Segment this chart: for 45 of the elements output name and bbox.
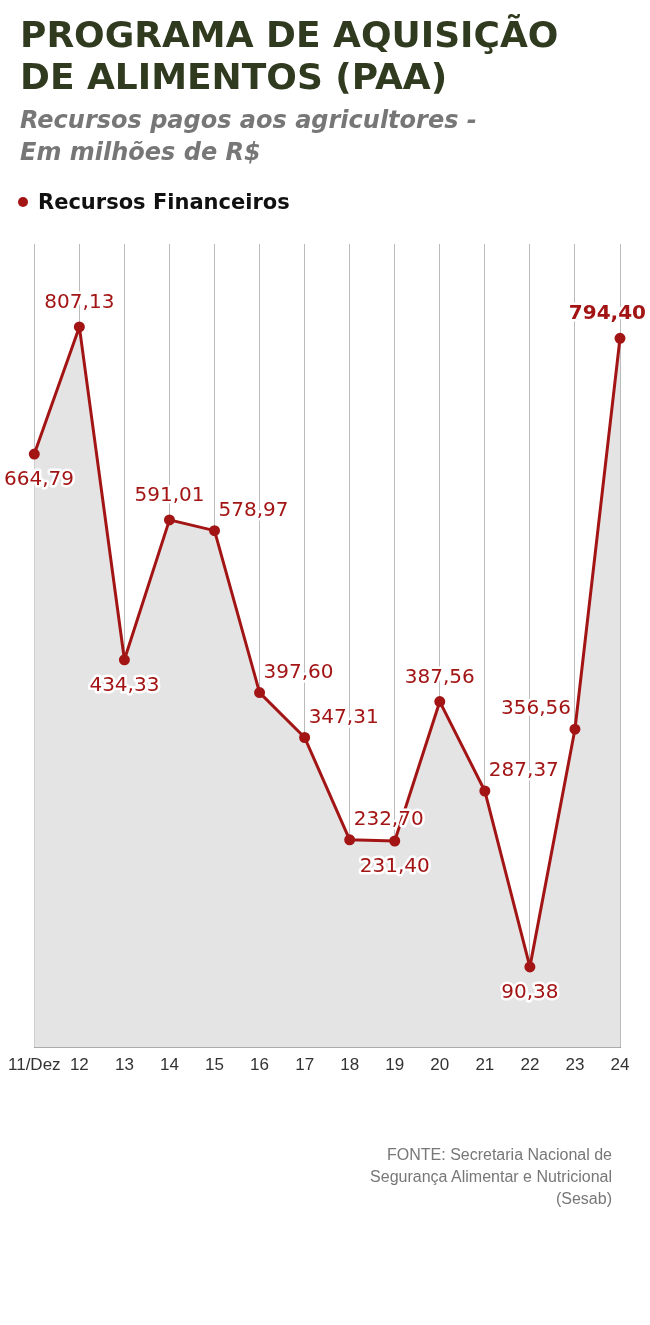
point <box>73 321 85 333</box>
x-tick-label: 18 <box>340 1055 360 1075</box>
data-label: 807,13 <box>44 289 115 314</box>
x-tick-label: 13 <box>114 1055 134 1075</box>
x-tick-label: 19 <box>385 1055 405 1075</box>
data-label: 397,60 <box>263 658 334 683</box>
data-label: 794,40 <box>568 300 646 325</box>
data-label: 287,37 <box>488 757 559 782</box>
data-label: 347,31 <box>308 703 379 728</box>
point <box>344 834 356 846</box>
point <box>28 448 40 460</box>
point <box>524 961 536 973</box>
x-tick-label: 17 <box>295 1055 315 1075</box>
point <box>569 723 581 735</box>
point <box>434 696 446 708</box>
point <box>389 835 401 847</box>
legend-label: Recursos Financeiros <box>38 190 290 214</box>
x-tick-label: 14 <box>160 1055 179 1075</box>
x-tick-label: 20 <box>430 1055 450 1075</box>
source-note: FONTE: Secretaria Nacional de Segurança Alimentar e Nutricional (Sesab) <box>369 1145 612 1209</box>
x-tick-label: 11/Dez <box>8 1055 61 1075</box>
x-tick-label: 15 <box>205 1055 224 1075</box>
chart-title: PROGRAMA DE AQUISIÇÃO DE ALIMENTOS (PAA) <box>20 14 560 98</box>
chart-subtitle: Recursos pagos aos agricultores - Em milhões de R$ <box>20 105 478 168</box>
data-label: 387,56 <box>404 663 475 688</box>
point <box>479 785 491 797</box>
x-tick-label: 23 <box>565 1055 585 1075</box>
point <box>299 731 311 743</box>
data-label: 356,56 <box>500 695 571 720</box>
x-tick-label: 24 <box>610 1055 630 1075</box>
x-tick-label: 12 <box>69 1055 89 1075</box>
data-label: 578,97 <box>218 496 289 521</box>
point <box>614 332 626 344</box>
data-label: 664,79 <box>4 466 74 491</box>
x-tick-label: 16 <box>250 1055 270 1075</box>
x-tick-label: 21 <box>475 1055 495 1075</box>
point <box>209 525 221 537</box>
x-tick-label: 22 <box>520 1055 540 1075</box>
data-label: 591,01 <box>134 482 205 507</box>
data-label: 90,38 <box>501 979 559 1004</box>
data-label: 434,33 <box>89 671 160 696</box>
point <box>163 514 175 526</box>
point <box>254 687 266 699</box>
point <box>118 654 130 666</box>
data-label: 231,40 <box>359 853 430 878</box>
